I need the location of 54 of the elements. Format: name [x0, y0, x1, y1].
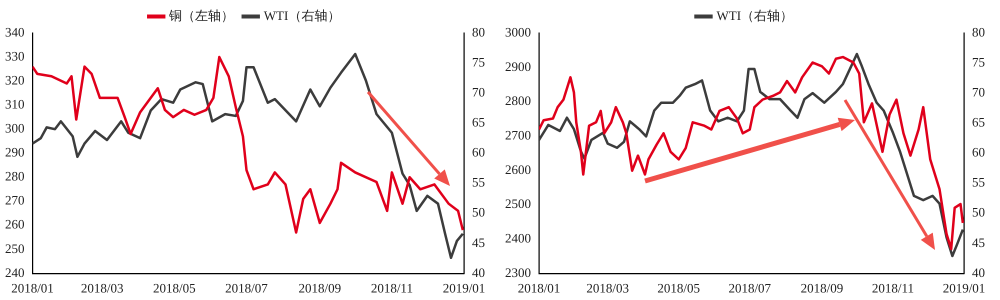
- x-tick-label: 2019/01: [942, 280, 986, 296]
- y2-tick-label: 50: [972, 204, 985, 220]
- y2-tick-label: 75: [972, 54, 985, 70]
- y-tick-label: 2600: [505, 162, 531, 177]
- x-tick-label: 2018/05: [657, 280, 700, 296]
- x-tick-label: 2018/01: [11, 280, 54, 296]
- y-tick-label: 310: [5, 96, 24, 112]
- y2-tick-label: 75: [472, 54, 485, 70]
- y-tick-label: 330: [5, 48, 24, 64]
- y2-tick-label: 80: [472, 24, 485, 40]
- y2-tick-label: 55: [972, 174, 985, 190]
- legend-label: WTI（右轴）: [264, 8, 340, 23]
- y-tick-label: 260: [5, 216, 24, 232]
- y2-tick-label: 65: [472, 114, 485, 130]
- y2-tick-label: 70: [972, 84, 985, 100]
- y-tick-label: 2400: [505, 230, 531, 246]
- x-tick-label: 2018/07: [728, 280, 772, 296]
- y2-tick-label: 70: [472, 84, 485, 100]
- y-tick-label: 2700: [505, 127, 531, 142]
- y-tick-label: 340: [5, 24, 24, 40]
- y-tick-label: 280: [5, 168, 24, 184]
- x-tick-label: 2018/11: [370, 280, 413, 296]
- y-tick-label: 3000: [505, 24, 531, 40]
- y-tick-label: 2500: [505, 196, 531, 212]
- y-tick-label: 320: [5, 72, 24, 88]
- y2-tick-label: 45: [472, 234, 485, 250]
- y-tick-label: 290: [5, 144, 24, 160]
- y2-tick-label: 50: [472, 204, 485, 220]
- x-tick-label: 2018/11: [872, 280, 914, 296]
- y2-tick-label: 40: [472, 264, 485, 280]
- y-tick-label: 300: [5, 120, 24, 136]
- y-tick-label: 2800: [505, 93, 531, 108]
- y-tick-label: 2900: [505, 58, 531, 74]
- x-tick-label: 2018/05: [153, 280, 196, 296]
- y2-tick-label: 65: [972, 114, 985, 130]
- x-tick-label: 2018/07: [225, 280, 268, 296]
- y2-tick-label: 80: [972, 24, 985, 40]
- x-tick-label: 2019/01: [442, 280, 486, 296]
- legend-label: WTI（右轴）: [716, 8, 794, 23]
- y-tick-label: 270: [5, 192, 24, 208]
- y-tick-label: 240: [5, 264, 24, 280]
- y2-tick-label: 55: [472, 174, 485, 190]
- x-tick-label: 2018/03: [586, 280, 630, 296]
- y-tick-label: 2300: [505, 264, 531, 280]
- x-tick-label: 2018/09: [800, 280, 844, 296]
- y2-tick-label: 60: [972, 144, 985, 160]
- x-tick-label: 2018/03: [80, 280, 124, 296]
- y-tick-label: 250: [5, 240, 24, 256]
- x-tick-label: 2018/09: [298, 280, 342, 296]
- y2-tick-label: 40: [972, 264, 985, 280]
- legend-label: 铜（左轴）: [168, 8, 234, 23]
- y2-tick-label: 60: [472, 144, 485, 160]
- y2-tick-label: 45: [972, 234, 985, 250]
- x-tick-label: 2018/01: [518, 280, 560, 296]
